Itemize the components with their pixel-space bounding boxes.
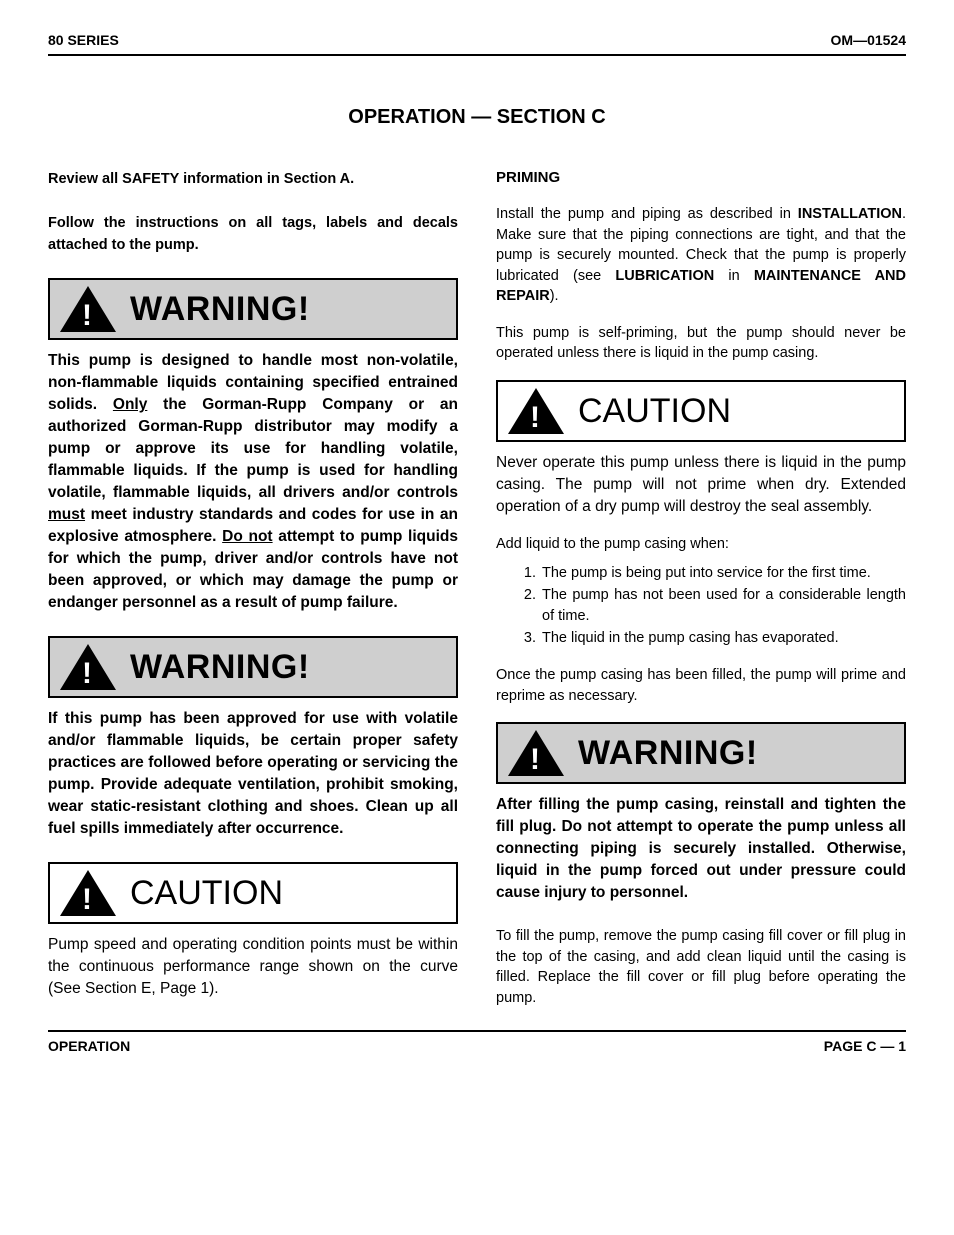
p1-seg-a: Install the pump and piping as described…	[496, 206, 798, 222]
priming-p2: This pump is self-priming, but the pump …	[496, 323, 906, 364]
warning-icon	[60, 644, 116, 690]
page-footer: OPERATION PAGE C — 1	[48, 1030, 906, 1054]
warning-box-2: WARNING!	[48, 636, 458, 698]
page-header: 80 SERIES OM—01524	[48, 32, 906, 56]
warning-2-body: If this pump has been approved for use w…	[48, 708, 458, 840]
priming-heading: PRIMING	[496, 169, 906, 186]
priming-p3: Once the pump casing has been filled, th…	[496, 665, 906, 706]
p1-seg-g: ).	[550, 288, 559, 304]
p1-seg-e: in	[714, 268, 754, 284]
caution-box-1: CAUTION	[48, 862, 458, 924]
add-liquid-intro: Add liquid to the pump casing when:	[496, 534, 906, 555]
intro-line-1: Review all SAFETY information in Section…	[48, 169, 458, 191]
priming-p1: Install the pump and piping as described…	[496, 204, 906, 307]
warning-box-1: WARNING!	[48, 278, 458, 340]
left-column: Review all SAFETY information in Section…	[48, 169, 458, 1016]
caution-icon	[60, 870, 116, 916]
footer-left: OPERATION	[48, 1038, 130, 1054]
p1-lubrication: LUBRICATION	[615, 268, 714, 284]
page-title: OPERATION — SECTION C	[48, 106, 906, 129]
priming-p4: To fill the pump, remove the pump casing…	[496, 926, 906, 1008]
caution-label: CAUTION	[130, 874, 283, 913]
caution-1-body: Pump speed and operating condition point…	[48, 934, 458, 1000]
warning-icon	[60, 286, 116, 332]
warning-label: WARNING!	[130, 648, 310, 687]
right-column: PRIMING Install the pump and piping as d…	[496, 169, 906, 1016]
header-left: 80 SERIES	[48, 32, 119, 48]
header-right: OM—01524	[831, 32, 906, 48]
p1-installation: INSTALLATION	[798, 206, 902, 222]
warning-label: WARNING!	[130, 290, 310, 329]
caution-label: CAUTION	[578, 392, 731, 431]
add-liquid-list: The pump is being put into service for t…	[496, 563, 906, 649]
list-item: The liquid in the pump casing has evapor…	[540, 628, 906, 649]
warning-label: WARNING!	[578, 734, 758, 773]
list-item: The pump is being put into service for t…	[540, 563, 906, 584]
warning-1-body: This pump is designed to handle most non…	[48, 350, 458, 614]
caution-box-2: CAUTION	[496, 380, 906, 442]
warning-box-3: WARNING!	[496, 722, 906, 784]
intro-line-2: Follow the instructions on all tags, lab…	[48, 213, 458, 257]
footer-right: PAGE C — 1	[824, 1038, 906, 1054]
warning-1-must: must	[48, 506, 85, 523]
caution-2-body: Never operate this pump unless there is …	[496, 452, 906, 518]
caution-icon	[508, 388, 564, 434]
warning-1-donot: Do not	[222, 528, 272, 545]
content-columns: Review all SAFETY information in Section…	[48, 169, 906, 1016]
warning-3-body: After filling the pump casing, reinstall…	[496, 794, 906, 904]
warning-1-only: Only	[113, 396, 147, 413]
list-item: The pump has not been used for a conside…	[540, 585, 906, 626]
warning-icon	[508, 730, 564, 776]
